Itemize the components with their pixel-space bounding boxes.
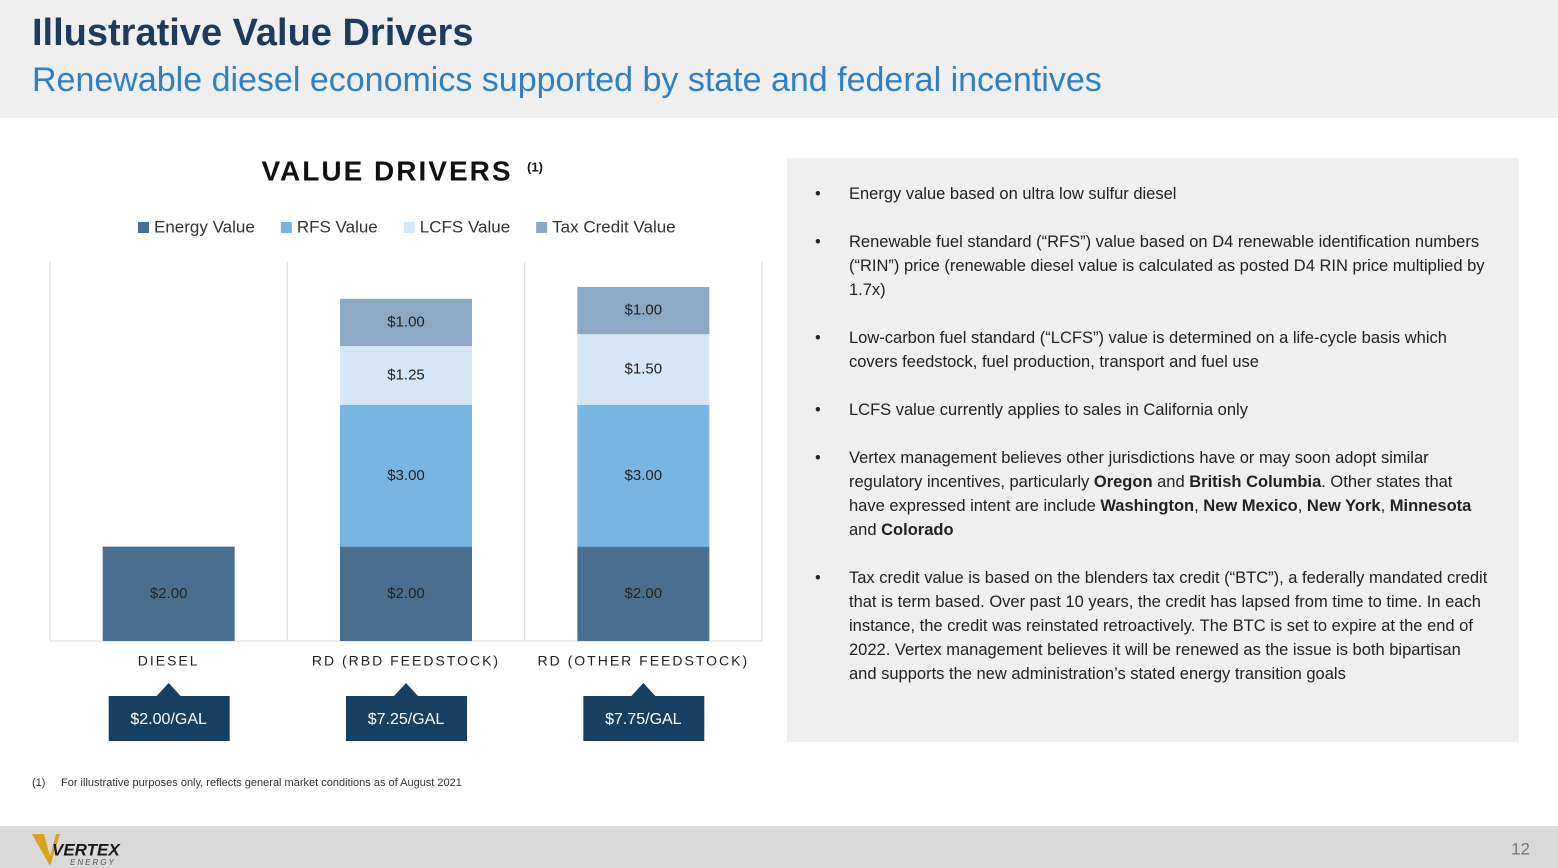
bullet-list: Energy value based on ultra low sulfur d… [815,182,1489,686]
bullet: Energy value based on ultra low sulfur d… [815,182,1489,206]
bullet-text: LCFS value currently applies to sales in… [849,401,1248,419]
bar-segment [577,546,710,641]
bullet-text: Tax credit value is based on the blender… [849,569,1488,683]
value-label: $3.00 [625,467,663,484]
footer-band [0,826,1558,868]
footnote: For illustrative purposes only, reflects… [61,777,462,789]
value-label: $2.00 [150,585,188,602]
bar-segment [340,298,472,346]
subtitle: Renewable diesel economics supported by … [32,61,1102,99]
bullet: Tax credit value is based on the blender… [815,566,1489,686]
legend-swatch [536,222,548,233]
legend-label: Tax Credit Value [552,217,675,236]
logo: VERTEX [52,840,121,859]
footnote-marker: (1) [32,777,45,789]
bullet: Low-carbon fuel standard (“LCFS”) value … [815,326,1489,374]
callout-label: $7.25/GAL [368,711,445,728]
bullet-text: , [1380,497,1390,515]
value-label: $1.00 [625,302,663,319]
legend-label: RFS Value [297,217,378,236]
bullet-bold-text: Colorado [881,521,954,539]
callout-label: $2.00/GAL [130,711,207,728]
value-label: $1.25 [387,366,425,383]
bullet-text: , [1297,497,1307,515]
bullet-text: Low-carbon fuel standard (“LCFS”) value … [849,329,1447,371]
bullet-bold-text: New Mexico [1203,497,1298,515]
bullet-text: . Other states that have expressed inten… [849,473,1453,515]
bar-segment [340,346,472,405]
bullet: Renewable fuel standard (“RFS”) value ba… [815,230,1489,302]
title: Illustrative Value Drivers [32,12,473,54]
bullet-text: Energy value based on ultra low sulfur d… [849,185,1177,203]
bar-segment [577,334,710,405]
value-label: $2.00 [625,585,663,602]
value-label: $3.00 [387,467,425,484]
legend-label: LCFS Value [420,217,510,236]
logo-mark [32,834,60,866]
header-band [0,0,1558,118]
bullet-text: and [849,521,882,539]
chart-title-note: (1) [527,159,543,174]
chart: Energy Value RFS Value LCFS Value Tax Credi… [49,217,763,741]
value-label: $1.00 [387,313,425,330]
bullet-text: , [1194,497,1204,515]
bullet-text: Renewable fuel standard (“RFS”) value ba… [849,233,1485,299]
bar-segment [340,546,472,641]
legend-label: Energy Value [154,217,255,236]
x-tick-label: RD (OTHER FEEDSTOCK) [538,653,750,669]
bar-segment [340,405,472,547]
bullet-bold-text: Washington [1100,497,1195,515]
bullet-bold-text: British Columbia [1189,473,1322,491]
callout-box [583,683,705,741]
value-label: $1.50 [625,361,663,378]
bullet-text: Vertex management believes other jurisdi… [849,449,1429,491]
bar-segment [102,546,235,641]
bullet-bold-text: Minnesota [1389,497,1472,515]
x-tick-label: RD (RBD FEEDSTOCK) [312,653,500,669]
bar-segment [577,287,710,335]
bullet-text: and [1152,473,1190,491]
logo-sub: ENERGY [70,858,116,867]
page-number: 12 [1511,839,1530,858]
chart-title: VALUE DRIVERS [261,155,512,186]
value-label: $2.00 [387,585,425,602]
bullet: Vertex management believes other jurisdi… [815,446,1489,542]
x-tick-label: DIESEL [138,653,200,669]
bullet-bold-text: New York [1306,497,1381,515]
callout-box [108,683,230,741]
bullet: LCFS value currently applies to sales in… [815,398,1489,422]
legend-swatch [403,222,415,233]
bar-segment [577,405,710,547]
legend-swatch [138,222,149,233]
legend-swatch [280,222,292,233]
bullet-bold-text: Oregon [1093,473,1153,491]
callout-box [346,683,467,741]
notes-panel: Energy value based on ultra low sulfur d… [787,158,1519,742]
callout-label: $7.75/GAL [605,711,682,728]
